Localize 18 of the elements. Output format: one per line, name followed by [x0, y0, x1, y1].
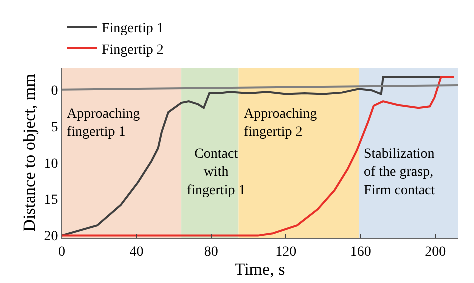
legend-label: Fingertip 1 [102, 22, 164, 37]
band-label: Approaching fingertip 2 [244, 107, 318, 140]
band-label: Stabilization of the grasp, Firm contact [364, 147, 436, 198]
x-tick-label: 200 [425, 244, 446, 260]
legend-label: Fingertip 2 [102, 42, 164, 58]
y-tick-label: 5 [51, 120, 58, 136]
y-tick-label: 10 [44, 156, 58, 172]
x-tick-label: 80 [204, 244, 218, 260]
y-tick-label: 20 [44, 230, 58, 245]
y-tick-label: 0 [51, 84, 58, 99]
band-label: Approaching fingertip 1 [67, 107, 140, 140]
band-label: Contact with fingertip 1 [187, 147, 246, 198]
x-axis-title: Time, s [234, 260, 286, 279]
y-axis-title: Distance to object, mm [20, 74, 39, 232]
x-tick-label: 120 [276, 244, 297, 260]
x-tick-label: 160 [350, 244, 372, 260]
y-tick-label: 15 [44, 193, 58, 208]
x-tick-label: 40 [130, 244, 144, 260]
